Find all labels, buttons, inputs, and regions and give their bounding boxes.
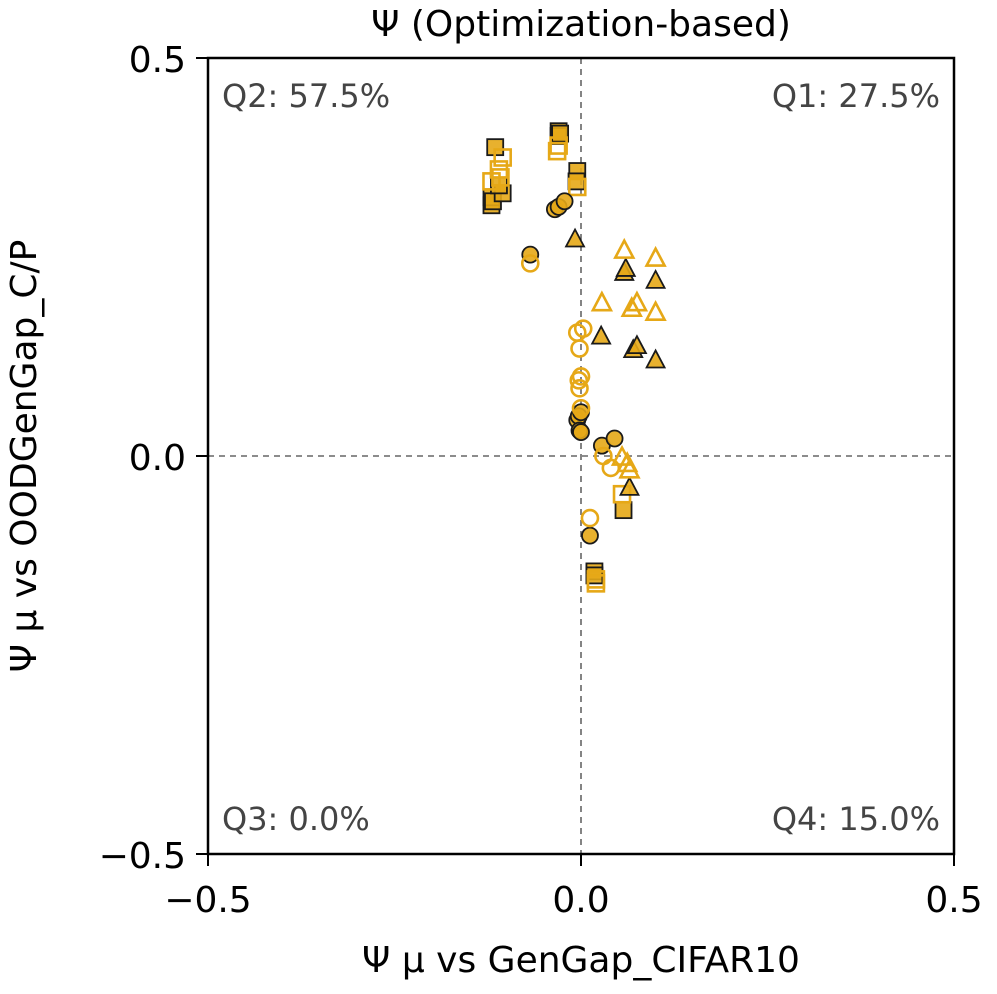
data-point-square-open	[549, 136, 568, 155]
data-point-triangle-filled	[615, 257, 637, 277]
data-point-circle-open	[580, 508, 600, 528]
quadrant-label-q2: Q2: 57.5%	[222, 77, 390, 115]
data-point-triangle-open	[613, 237, 636, 259]
data-point-triangle-open	[620, 295, 643, 318]
data-point-triangle-filled	[590, 324, 612, 345]
data-point-circle-filled	[555, 192, 574, 211]
quadrant-label-q3: Q3: 0.0%	[222, 800, 370, 838]
data-point-triangle-filled	[645, 268, 667, 289]
x-tick-label: 0.5	[925, 880, 982, 921]
x-tick-label: −0.5	[164, 880, 251, 921]
data-point-triangle-filled	[564, 227, 586, 248]
data-point-circle-filled	[581, 526, 599, 545]
data-points	[482, 122, 667, 593]
x-axis-label: Ψ μ vs GenGap_CIFAR10	[362, 940, 800, 981]
data-point-circle-open	[570, 339, 589, 358]
y-axis-label: Ψ μ vs OODGenGap_C/P	[4, 240, 45, 673]
data-point-triangle-open	[644, 245, 667, 267]
data-point-triangle-open	[644, 299, 667, 322]
data-point-square-open	[493, 148, 512, 167]
data-point-circle-open	[571, 398, 591, 418]
data-point-square-open	[586, 574, 606, 593]
chart-title: Ψ (Optimization-based)	[371, 4, 791, 45]
data-point-square-open	[491, 168, 510, 187]
data-point-triangle-filled	[626, 334, 648, 355]
data-point-triangle-filled	[618, 475, 640, 496]
data-point-circle-open	[571, 367, 591, 386]
data-point-circle-open	[601, 458, 621, 478]
quadrant-label-q1: Q1: 27.5%	[772, 77, 940, 115]
data-point-square-filled	[567, 172, 586, 191]
y-tick-label: −0.5	[99, 836, 186, 877]
data-point-circle-open	[573, 319, 593, 338]
data-point-circle-filled	[605, 429, 624, 448]
data-point-triangle-open	[618, 457, 641, 479]
x-tick-label: 0.0	[552, 880, 609, 921]
data-point-square-filled	[614, 501, 633, 520]
y-tick-label: 0.0	[129, 438, 186, 479]
data-point-square-open	[547, 141, 567, 161]
data-point-triangle-filled	[645, 348, 667, 369]
data-point-square-open	[567, 177, 587, 197]
y-tick-label: 0.5	[129, 40, 186, 81]
data-point-triangle-open	[590, 290, 614, 312]
quadrant-label-q4: Q4: 15.0%	[772, 800, 940, 838]
data-point-circle-filled	[572, 423, 590, 442]
data-point-triangle-open	[625, 290, 649, 312]
data-point-circle-open	[520, 254, 540, 273]
data-point-circle-open	[570, 379, 589, 398]
